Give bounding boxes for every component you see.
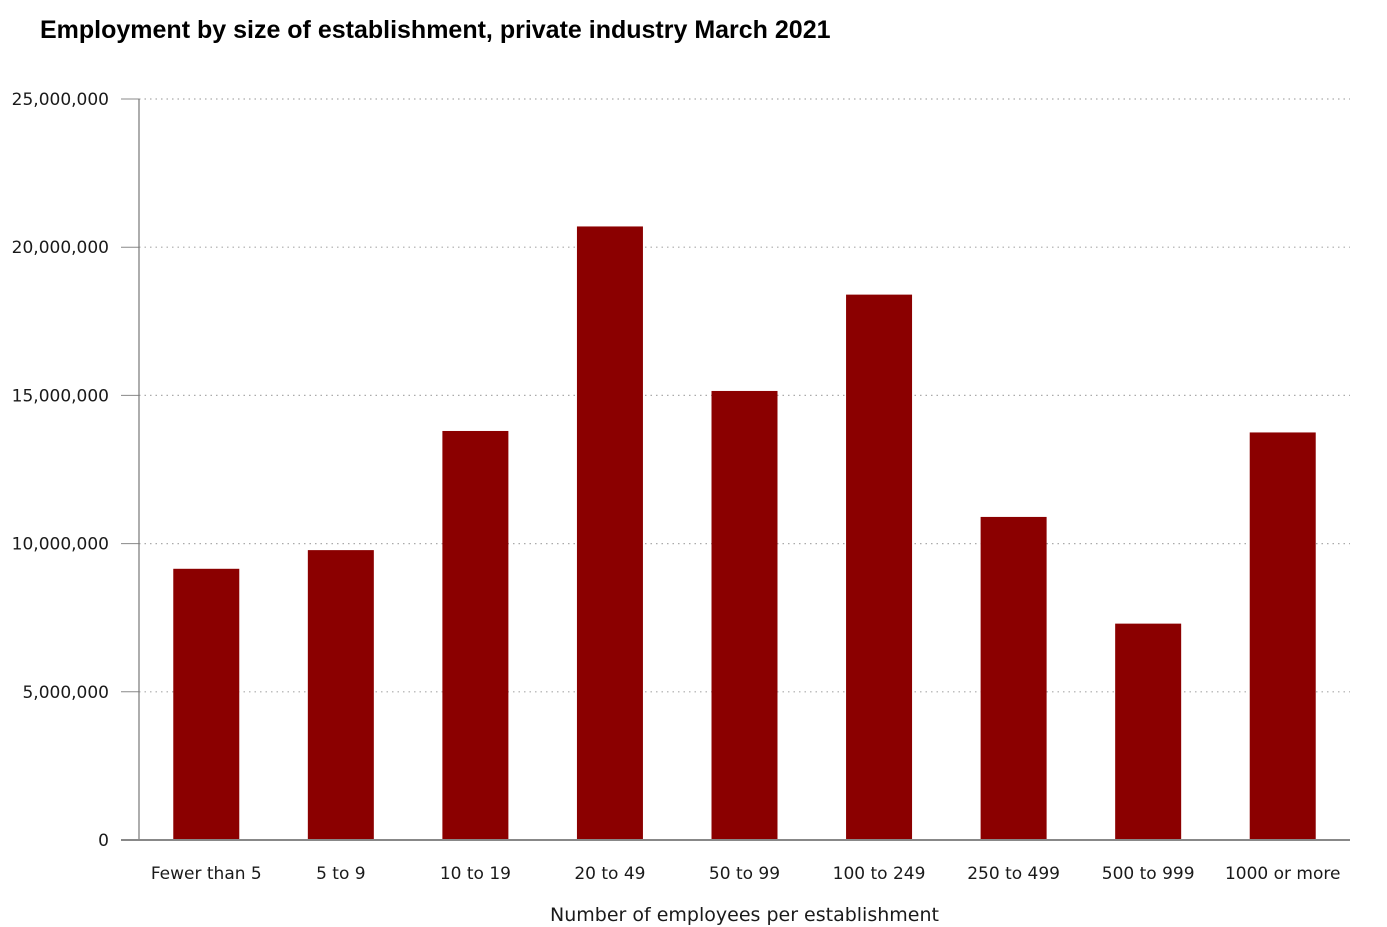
y-tick-label: 25,000,000 — [12, 90, 109, 110]
y-tick-label: 15,000,000 — [12, 386, 109, 406]
y-tick-label: 20,000,000 — [12, 238, 109, 258]
y-tick-label: 5,000,000 — [22, 683, 109, 703]
bar[interactable] — [442, 430, 509, 840]
bar[interactable] — [1249, 432, 1316, 840]
bar[interactable] — [1115, 623, 1182, 840]
bar[interactable] — [711, 390, 778, 840]
y-tick-label: 10,000,000 — [12, 535, 109, 555]
y-axis-ticks: 0 5,000,000 10,000,000 15,000,000 20,000,000… — [12, 90, 139, 851]
bar[interactable] — [846, 294, 913, 840]
x-tick-label: 500 to 999 — [1102, 864, 1195, 884]
x-tick-label: 100 to 249 — [833, 864, 926, 884]
bar[interactable] — [173, 568, 240, 840]
x-tick-label: 50 to 99 — [709, 864, 780, 884]
x-tick-label: 1000 or more — [1225, 864, 1341, 884]
bar[interactable] — [980, 516, 1047, 840]
chart-title: Employment by size of establishment, pri… — [40, 16, 831, 44]
x-tick-label: 10 to 19 — [440, 864, 511, 884]
bar[interactable] — [307, 550, 374, 840]
bar[interactable] — [576, 226, 643, 840]
bars — [173, 226, 1316, 840]
x-tick-label: Fewer than 5 — [151, 864, 262, 884]
x-axis-ticks: Fewer than 5 5 to 9 10 to 19 20 to 49 50 to … — [151, 864, 1341, 884]
x-tick-label: 5 to 9 — [316, 864, 366, 884]
y-tick-label: 0 — [98, 831, 109, 851]
x-axis-title: Number of employees per establishment — [550, 904, 939, 926]
x-tick-label: 250 to 499 — [967, 864, 1060, 884]
x-tick-label: 20 to 49 — [574, 864, 645, 884]
